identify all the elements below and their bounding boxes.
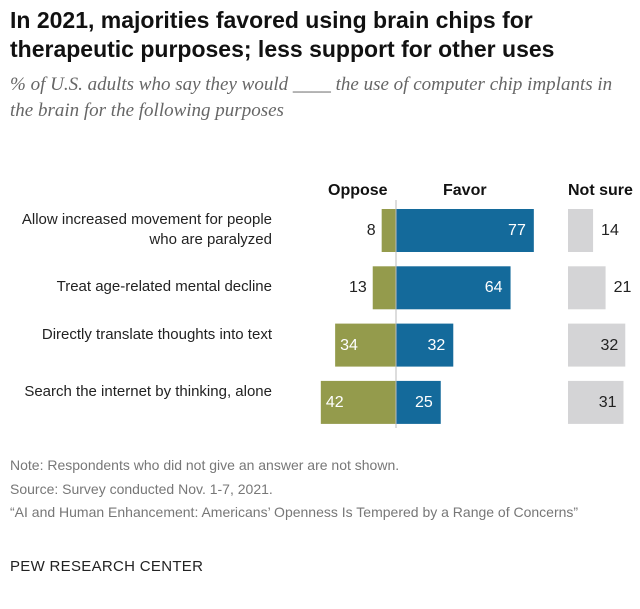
category-label: Search the internet by thinking, alone bbox=[24, 382, 272, 400]
bar-oppose bbox=[381, 209, 396, 252]
bar-oppose bbox=[320, 380, 396, 424]
data-label-favor: 77 bbox=[508, 222, 526, 239]
bar-favor bbox=[396, 209, 534, 252]
data-label-not-sure: 21 bbox=[613, 279, 632, 297]
bar-not-sure bbox=[568, 266, 606, 310]
data-label-oppose: 13 bbox=[348, 279, 367, 297]
bar-favor bbox=[396, 380, 441, 424]
data-label-oppose: 8 bbox=[366, 222, 376, 239]
category-label: Allow increased movement for people who … bbox=[21, 211, 272, 248]
data-label-favor: 25 bbox=[414, 393, 433, 411]
bar-favor bbox=[396, 266, 511, 310]
brand-logo-text: PEW RESEARCH CENTER bbox=[10, 558, 204, 575]
bar-not-sure bbox=[568, 323, 626, 367]
category-label: Directly translate thoughts into text bbox=[41, 325, 272, 343]
chart-title: In 2021, majorities favored using brain … bbox=[10, 7, 555, 62]
data-label-oppose: 42 bbox=[325, 393, 344, 411]
legend-favor: Favor bbox=[443, 182, 487, 199]
data-label-oppose: 34 bbox=[340, 336, 358, 354]
data-label-not-sure: 32 bbox=[600, 336, 619, 354]
bar-oppose bbox=[335, 323, 396, 367]
legend-oppose: Oppose bbox=[328, 182, 388, 199]
legend-not-sure: Not sure bbox=[568, 182, 633, 199]
chart-subtitle: % of U.S. adults who say they would ____… bbox=[10, 74, 613, 121]
category-label: Treat age-related mental decline bbox=[56, 278, 272, 296]
bar-not-sure bbox=[568, 380, 624, 424]
report-title: “AI and Human Enhancement: Americans’ Op… bbox=[10, 504, 579, 520]
bar-oppose bbox=[372, 266, 396, 310]
bar-not-sure bbox=[568, 209, 594, 252]
bar-favor bbox=[396, 323, 454, 367]
note: Note: Respondents who did not give an an… bbox=[10, 457, 400, 473]
data-label-not-sure: 31 bbox=[598, 393, 617, 411]
data-label-not-sure: 14 bbox=[601, 222, 619, 239]
data-label-favor: 32 bbox=[427, 336, 446, 354]
source: Source: Survey conducted Nov. 1-7, 2021. bbox=[10, 481, 273, 497]
data-label-favor: 64 bbox=[484, 279, 503, 297]
